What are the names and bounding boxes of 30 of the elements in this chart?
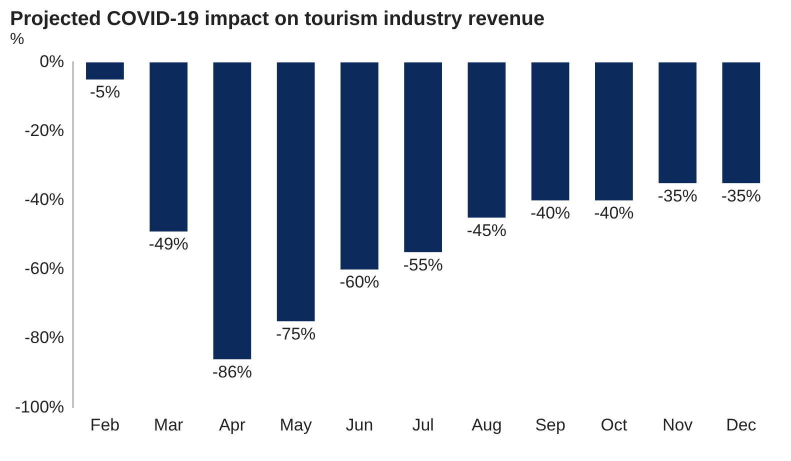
data-label: -35%: [721, 186, 762, 206]
x-tick-label: Apr: [218, 415, 246, 434]
data-label: -40%: [530, 204, 570, 223]
x-tick-label: Jul: [412, 415, 434, 434]
data-label: -40%: [594, 204, 634, 223]
data-label: -49%: [148, 234, 188, 254]
data-label: -35%: [658, 186, 698, 206]
y-tick-label: -60%: [24, 259, 64, 278]
y-axis-title: %: [10, 31, 26, 49]
data-label: -60%: [340, 272, 380, 292]
x-tick-label: Nov: [662, 415, 694, 434]
y-tick-label: -80%: [24, 328, 64, 348]
data-label: -55%: [403, 255, 443, 274]
x-tick-label: Dec: [726, 415, 757, 434]
x-tick-label: May: [280, 415, 312, 434]
y-tick-label: -100%: [15, 397, 64, 416]
x-tick-label: Jun: [346, 415, 374, 434]
data-label: -86%: [212, 362, 252, 382]
x-tick-label: Sep: [535, 415, 566, 434]
x-tick-label: Aug: [472, 415, 502, 434]
y-tick-label: 0%: [40, 52, 64, 71]
x-tick-label: Oct: [600, 415, 628, 434]
chart-title: Projected COVID-19 impact on tourism industry revenue: [10, 8, 546, 31]
data-label: -5%: [90, 82, 120, 102]
x-tick-label: Mar: [154, 415, 184, 434]
data-label: -45%: [466, 220, 507, 240]
y-tick-label: -20%: [24, 120, 64, 140]
x-tick-label: Feb: [90, 415, 120, 434]
y-tick-label: -40%: [24, 190, 64, 210]
data-label: -75%: [276, 324, 316, 344]
